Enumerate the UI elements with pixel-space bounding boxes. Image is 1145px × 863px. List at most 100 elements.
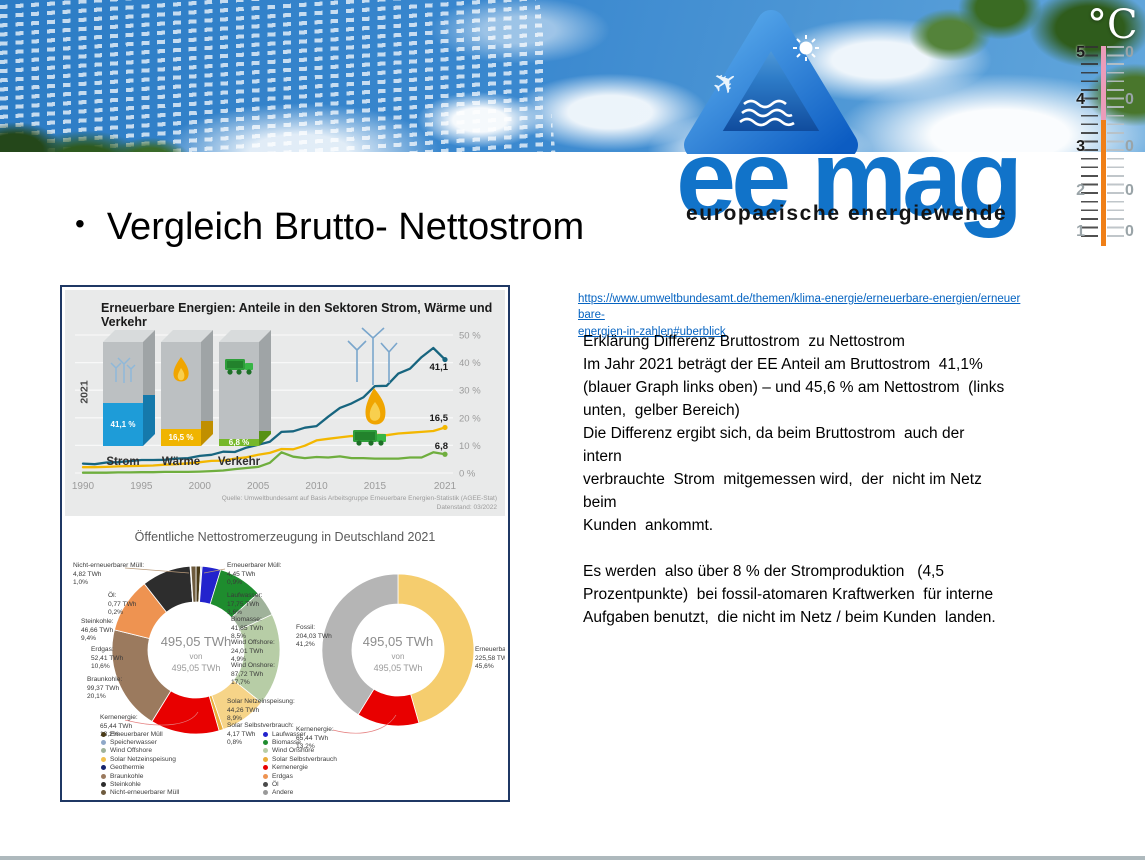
- legend-column-1: Erneuerbarer Müll Speicherwasser Wind Offs…: [101, 730, 179, 797]
- sector-share-chart: Erneuerbare Energien: Anteile in den Sek…: [65, 290, 505, 516]
- tree-right: [0, 0, 1145, 152]
- donut-callout: Erdgas: 52,41 TWh 10,6%: [91, 646, 124, 671]
- legend-item: Speicherwasser: [101, 738, 179, 746]
- donut-callout: Solar Netzeinspeisung: 44,26 TWh 8,9%: [227, 698, 295, 723]
- truck-icon: [353, 430, 386, 446]
- source-link-line1[interactable]: https://www.umweltbundesamt.de/themen/kl…: [578, 293, 1021, 322]
- thermometer-scale-number: 2: [1076, 182, 1085, 199]
- text-line: (blauer Graph links oben) – und 45,6 % a…: [583, 379, 1005, 396]
- svg-text:41,1: 41,1: [430, 362, 449, 373]
- legend-label: Öl: [272, 781, 279, 789]
- svg-text:10 %: 10 %: [459, 441, 481, 452]
- thermometer-scale-number: 1: [1076, 223, 1085, 240]
- donut-callout: Fossil: 204,03 TWh 41,2%: [296, 624, 332, 649]
- legend-item: Nicht-erneuerbarer Müll: [101, 789, 179, 797]
- legend-item: Wind Onshore: [263, 747, 337, 755]
- bar-strom: 41,1 %: [103, 330, 155, 446]
- eemag-triangle-logo-icon: ✈: [684, 10, 858, 154]
- bar-verkehr: 6,8 %: [219, 330, 271, 447]
- legend-item: Solar Netzeinspeisung: [101, 755, 179, 763]
- svg-text:0 %: 0 %: [459, 469, 476, 480]
- svg-text:6,8: 6,8: [435, 441, 448, 452]
- legend-color-dot: [263, 731, 268, 737]
- legend-label: Steinkohle: [110, 781, 141, 789]
- legend-color-dot: [101, 731, 106, 737]
- legend-item: Biomasse: [263, 738, 337, 746]
- page-title: • Vergleich Brutto- Nettostrom: [75, 206, 584, 249]
- thermometer-unit: °C: [1087, 2, 1138, 48]
- text-line: Prozentpunkte) bei fossil-atomaren Kraft…: [583, 586, 994, 603]
- legend-color-dot: [101, 790, 106, 796]
- net-generation-chart: Öffentliche Nettostromerzeugung in Deuts…: [65, 516, 505, 797]
- legend-item: Solar Selbstverbrauch: [263, 755, 337, 763]
- header-photo: [0, 0, 1145, 152]
- text-line: [583, 537, 1011, 560]
- flame-icon: [365, 388, 386, 425]
- svg-text:1995: 1995: [130, 481, 153, 492]
- legend-color-dot: [263, 765, 268, 771]
- thermometer-scale-zero: 0: [1125, 138, 1134, 155]
- legend-color-dot: [101, 765, 106, 771]
- donut-callout: Öl: 0,77 TWh 0,2%: [108, 592, 137, 617]
- sector-bars-2021: 2021 41,1 %: [79, 330, 285, 495]
- waves-icon: [739, 99, 795, 127]
- donut-callout: Solar Selbstverbrauch: 4,17 TWh 0,8%: [227, 722, 294, 747]
- svg-text:30 %: 30 %: [459, 386, 481, 397]
- thermometer-ticks-right: [1107, 46, 1124, 244]
- brand-tagline: europaeische energiewende: [686, 202, 1008, 225]
- legend-color-dot: [263, 740, 268, 746]
- page-title-text: Vergleich Brutto- Nettostrom: [106, 206, 585, 248]
- thermometer-ticks-left: [1081, 46, 1098, 244]
- legend-item: Andere: [263, 789, 337, 797]
- chart-title: Öffentliche Nettostromerzeugung in Deuts…: [134, 530, 436, 544]
- source-note: Quelle: Umweltbundesamt auf Basis Arbeit…: [221, 495, 497, 512]
- text-line: Im Jahr 2021 beträgt der EE Anteil am Br…: [583, 356, 983, 373]
- thermometer-scale-number: 4: [1076, 91, 1085, 108]
- donut-callout: Erneuerbar:225,58 TWh45,6%: [475, 646, 505, 671]
- legend-label: Andere: [272, 789, 294, 797]
- text-line: verbrauchte Strom mitgemessen wird, der …: [583, 471, 987, 511]
- legend-item: Wind Offshore: [101, 747, 179, 755]
- legend-label: Laufwasser: [272, 730, 306, 738]
- svg-text:2000: 2000: [189, 481, 212, 492]
- legend-color-dot: [263, 790, 268, 796]
- thermometer-scale-number: 5: [1076, 44, 1085, 61]
- donut-center-label: 495,05 TWh von 495,05 TWh: [362, 634, 434, 673]
- thermometer-scale-number: 3: [1076, 138, 1085, 155]
- bar-label: Verkehr: [217, 456, 261, 468]
- svg-text:2015: 2015: [364, 481, 387, 492]
- legend-item: Erneuerbarer Müll: [101, 730, 179, 738]
- donut-callout: Wind Offshore: 24,01 TWh 4,9%: [231, 639, 275, 664]
- legend-column-2: Laufwasser Biomasse Wind Onshore Solar Selb…: [263, 730, 337, 797]
- svg-text:2005: 2005: [247, 481, 270, 492]
- bar-waerme: 16,5 %: [161, 330, 213, 446]
- legend-label: Kernenergie: [272, 764, 308, 772]
- source-link-line2[interactable]: energien-in-zahlen#uberblick: [578, 325, 726, 338]
- donut-callout: Laufwasser: 17,75 TWh 3,6%: [227, 592, 263, 617]
- donut-callout: Braunkohle: 99,37 TWh 20,1%: [87, 676, 123, 701]
- thermometer: °C 5 0 4 0 3 0 2 0 1 0: [1061, 0, 1145, 248]
- legend-color-dot: [101, 782, 106, 788]
- chart-panel: Erneuerbare Energien: Anteile in den Sek…: [60, 285, 510, 802]
- legend-label: Wind Onshore: [272, 747, 315, 755]
- wind-turbine-icon: [110, 356, 136, 391]
- svg-text:16,5: 16,5: [430, 413, 449, 424]
- text-line: Aufgaben benutzt, die nicht im Netz / be…: [583, 609, 996, 626]
- legend-item: Öl: [263, 780, 337, 788]
- legend-item: Laufwasser: [263, 730, 337, 738]
- legend-color-dot: [101, 740, 106, 746]
- legend-color-dot: [263, 782, 268, 788]
- text-line: Es werden also über 8 % der Stromprodukt…: [583, 563, 944, 580]
- legend-color-dot: [101, 748, 106, 754]
- donut-callout: Nicht-erneuerbarer Müll: 4,82 TWh 1,0%: [73, 562, 145, 587]
- legend-item: Kernenergie: [263, 764, 337, 772]
- bar-label: Wärme: [161, 456, 201, 468]
- explanation-text: Erklärung Differenz Bruttostrom zu Netto…: [583, 330, 1011, 629]
- source-link[interactable]: https://www.umweltbundesamt.de/themen/kl…: [578, 291, 1023, 340]
- legend-color-dot: [263, 748, 268, 754]
- donut-callout: Kernenergie: 65,44 TWh 13,2%: [296, 726, 334, 751]
- legend-item: Braunkohle: [101, 772, 179, 780]
- text-line: Erklärung Differenz Bruttostrom zu Netto…: [583, 333, 905, 350]
- bar-label: Strom: [106, 456, 140, 468]
- legend-label: Speicherwasser: [110, 739, 157, 747]
